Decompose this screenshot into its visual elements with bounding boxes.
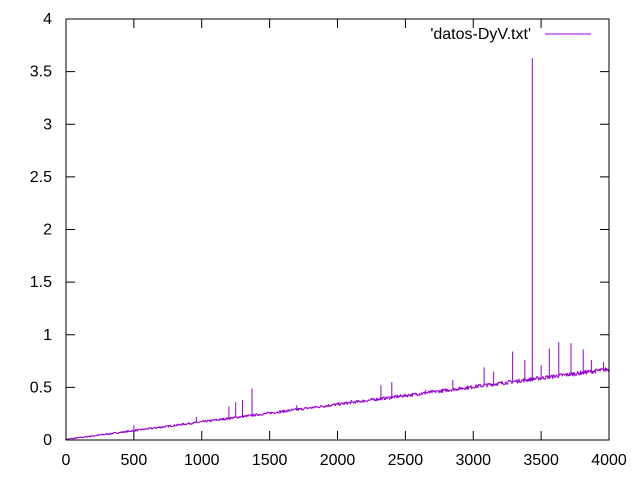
y-tick-label: 1.5: [30, 274, 52, 291]
y-tick-label: 0: [43, 432, 52, 449]
y-tick-label: 3.5: [30, 64, 52, 81]
y-tick-label: 3: [43, 116, 52, 133]
y-tick-label: 2.5: [30, 169, 52, 186]
y-tick-label: 0.5: [30, 379, 52, 396]
x-tick-label: 2500: [388, 452, 424, 469]
data-layer: [65, 57, 610, 441]
x-tick-label: 500: [121, 452, 148, 469]
x-tick-label: 4000: [591, 452, 627, 469]
y-tick-label: 4: [43, 11, 52, 28]
y-axis: 0 0.5 1 1.5 2 2.5 3 3.5 4: [30, 11, 609, 449]
plot-border: [65, 18, 610, 441]
x-tick-label: 0: [62, 452, 71, 469]
x-tick-label: 3000: [455, 452, 491, 469]
x-tick-label: 3500: [523, 452, 559, 469]
series-line-datos-dyv: [65, 367, 610, 441]
spike-group: [133, 57, 605, 431]
x-tick-label: 1000: [184, 452, 220, 469]
legend: 'datos-DyV.txt': [430, 26, 591, 43]
legend-label: 'datos-DyV.txt': [430, 26, 531, 43]
x-tick-label: 1500: [252, 452, 288, 469]
y-tick-label: 2: [43, 222, 52, 239]
x-tick-label: 2000: [320, 452, 356, 469]
x-axis: 0 500 1000 1500 2000 2500 3000 3500 4000: [62, 19, 627, 469]
y-tick-label: 1: [43, 327, 52, 344]
